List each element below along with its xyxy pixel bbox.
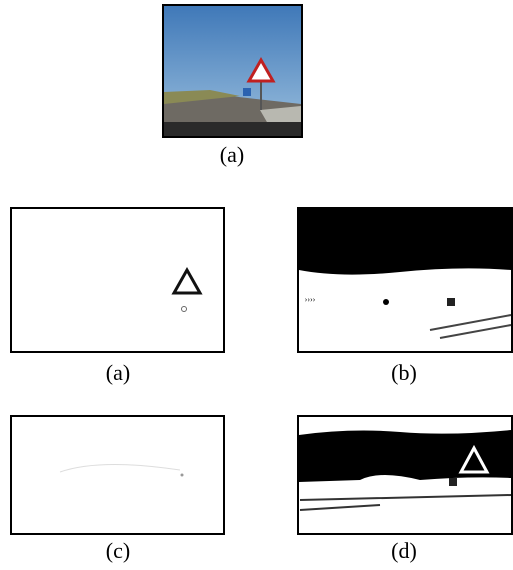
panel-image (298, 416, 512, 534)
caption: (a) (106, 360, 130, 385)
caption: (c) (106, 538, 130, 563)
panel-image (11, 416, 224, 534)
caption: (b) (391, 360, 417, 385)
caption: (d) (391, 538, 417, 563)
road-photo (163, 5, 302, 137)
panel-image (11, 208, 224, 352)
page: (a) (a) ›››› (b) (c) (d) (() => { const … (0, 0, 513, 570)
caption: (a) (220, 142, 244, 167)
figure: (a) (a) ›››› (b) (c) (d) (0, 0, 513, 570)
svg-text:››››: ›››› (305, 295, 316, 304)
panel-image: ›››› (298, 208, 512, 352)
